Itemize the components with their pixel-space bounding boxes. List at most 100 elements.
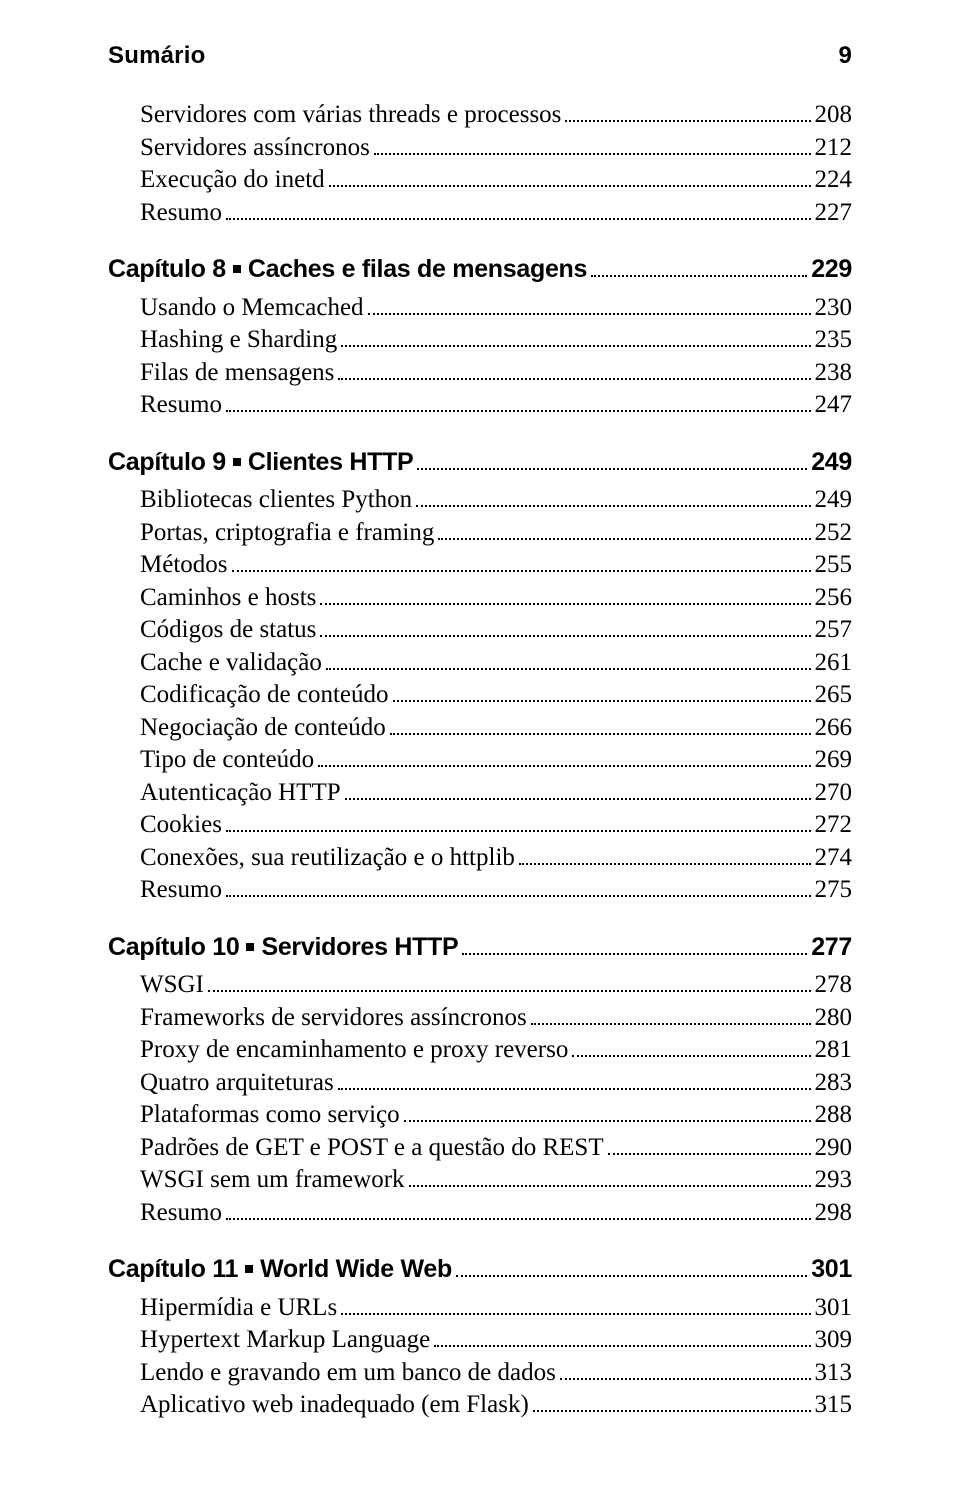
- toc-entry-label: Caminhos e hosts: [140, 583, 316, 613]
- dot-leader: [608, 1153, 811, 1155]
- toc-body: Servidores com várias threads e processo…: [108, 100, 852, 1420]
- toc-entry: Caminhos e hosts 256: [140, 583, 852, 613]
- dot-leader: [226, 410, 811, 412]
- dot-leader: [393, 700, 811, 702]
- chapter-page: 229: [811, 255, 852, 285]
- toc-entry-page: 270: [815, 778, 853, 808]
- dot-leader: [320, 635, 810, 637]
- toc-entry: Resumo275: [140, 875, 852, 905]
- dot-leader: [368, 313, 811, 315]
- dot-leader: [338, 1088, 811, 1090]
- toc-entry-page: 313: [815, 1358, 853, 1388]
- dot-leader: [208, 990, 811, 992]
- dot-leader: [417, 468, 807, 470]
- toc-entry: Cookies 272: [140, 810, 852, 840]
- toc-entry-page: 261: [815, 648, 853, 678]
- toc-entry-label: Bibliotecas clientes Python: [140, 485, 412, 515]
- chapter-page: 249: [811, 448, 852, 478]
- chapter-label: Capítulo 8Caches e filas de mensagens: [108, 255, 587, 285]
- chapter-page: 277: [811, 933, 852, 963]
- square-bullet-icon: [233, 458, 241, 466]
- toc-entry-page: 247: [815, 390, 853, 420]
- toc-entry-label: Filas de mensagens: [140, 358, 334, 388]
- chapter-suffix: World Wide Web: [260, 1255, 452, 1283]
- toc-entry-page: 288: [815, 1100, 853, 1130]
- toc-entry-label: Servidores com várias threads e processo…: [140, 100, 561, 130]
- toc-entry: Resumo 247: [140, 390, 852, 420]
- toc-entry: Portas, criptografia e framing252: [140, 518, 852, 548]
- chapter-suffix: Servidores HTTP: [261, 933, 458, 961]
- toc-entry-label: WSGI sem um framework: [140, 1165, 405, 1195]
- toc-entry: WSGI sem um framework 293: [140, 1165, 852, 1195]
- chapter-label: Capítulo 11World Wide Web: [108, 1255, 452, 1285]
- dot-leader: [456, 1275, 807, 1277]
- toc-entry-label: Resumo: [140, 198, 222, 228]
- toc-entry-label: Cache e validação: [140, 648, 322, 678]
- chapter-prefix: Capítulo 10: [108, 933, 239, 961]
- toc-entry-page: 309: [815, 1325, 853, 1355]
- toc-entry-label: Resumo: [140, 390, 222, 420]
- dot-leader: [390, 733, 811, 735]
- toc-entry: Cache e validação 261: [140, 648, 852, 678]
- toc-entry: Conexões, sua reutilização e o httplib27…: [140, 843, 852, 873]
- toc-entry-label: Tipo de conteúdo: [140, 745, 314, 775]
- toc-entry-label: Codificação de conteúdo: [140, 680, 389, 710]
- dot-leader: [438, 538, 810, 540]
- dot-leader: [326, 668, 811, 670]
- toc-entry: Resumo 227: [140, 198, 852, 228]
- toc-entry-page: 224: [815, 165, 853, 195]
- header-title: Sumário: [108, 42, 205, 70]
- toc-entry-page: 272: [815, 810, 853, 840]
- toc-entry: Padrões de GET e POST e a questão do RES…: [140, 1133, 852, 1163]
- toc-entry-page: 293: [815, 1165, 853, 1195]
- toc-entry: Filas de mensagens238: [140, 358, 852, 388]
- toc-entry-label: Códigos de status: [140, 615, 316, 645]
- toc-entry-page: 283: [815, 1068, 853, 1098]
- toc-entry: Hipermídia e URLs301: [140, 1293, 852, 1323]
- dot-leader: [404, 1120, 811, 1122]
- toc-entry-label: Execução do inetd: [140, 165, 325, 195]
- dot-leader: [572, 1055, 810, 1057]
- toc-entry-page: 255: [815, 550, 853, 580]
- dot-leader: [345, 798, 811, 800]
- toc-group: Hipermídia e URLs301Hypertext Markup Lan…: [108, 1293, 852, 1420]
- toc-entry-label: Cookies: [140, 810, 222, 840]
- toc-entry-label: Padrões de GET e POST e a questão do RES…: [140, 1133, 604, 1163]
- toc-entry: Servidores com várias threads e processo…: [140, 100, 852, 130]
- toc-entry-label: Aplicativo web inadequado (em Flask): [140, 1390, 529, 1420]
- dot-leader: [226, 830, 811, 832]
- toc-entry-label: Autenticação HTTP: [140, 778, 341, 808]
- toc-entry-page: 252: [815, 518, 853, 548]
- chapter-label: Capítulo 10 Servidores HTTP: [108, 933, 458, 963]
- toc-entry-page: 315: [815, 1390, 853, 1420]
- toc-entry-page: 256: [815, 583, 853, 613]
- toc-entry: Negociação de conteúdo266: [140, 713, 852, 743]
- toc-entry: Proxy de encaminhamento e proxy reverso2…: [140, 1035, 852, 1065]
- toc-entry-label: Usando o Memcached: [140, 293, 364, 323]
- toc-entry: Hypertext Markup Language309: [140, 1325, 852, 1355]
- dot-leader: [409, 1185, 811, 1187]
- toc-entry: Resumo298: [140, 1198, 852, 1228]
- dot-leader: [232, 570, 811, 572]
- toc-entry-page: 278: [815, 970, 853, 1000]
- dot-leader: [416, 505, 810, 507]
- toc-entry-label: Plataformas como serviço: [140, 1100, 400, 1130]
- chapter-label: Capítulo 9Clientes HTTP: [108, 448, 413, 478]
- dot-leader: [462, 953, 807, 955]
- toc-entry: Tipo de conteúdo 269: [140, 745, 852, 775]
- toc-group: Bibliotecas clientes Python249Portas, cr…: [108, 485, 852, 905]
- toc-entry: WSGI278: [140, 970, 852, 1000]
- toc-entry: Aplicativo web inadequado (em Flask) 315: [140, 1390, 852, 1420]
- toc-entry-page: 274: [815, 843, 853, 873]
- toc-entry-label: Quatro arquiteturas: [140, 1068, 334, 1098]
- toc-entry-page: 301: [815, 1293, 853, 1323]
- toc-entry: Execução do inetd 224: [140, 165, 852, 195]
- toc-entry-page: 269: [815, 745, 853, 775]
- toc-entry-page: 227: [815, 198, 853, 228]
- dot-leader: [591, 275, 807, 277]
- toc-entry-label: Resumo: [140, 875, 222, 905]
- toc-entry-label: Hashing e Sharding: [140, 325, 337, 355]
- chapter-prefix: Capítulo 9: [108, 448, 226, 476]
- dot-leader: [519, 863, 811, 865]
- toc-entry: Códigos de status257: [140, 615, 852, 645]
